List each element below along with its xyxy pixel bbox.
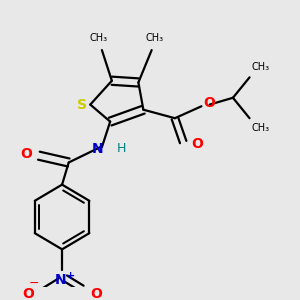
Text: −: − <box>28 277 39 290</box>
Text: O: O <box>90 286 102 300</box>
Text: O: O <box>191 137 203 151</box>
Text: S: S <box>77 98 87 112</box>
Text: N: N <box>92 142 103 156</box>
Text: CH₃: CH₃ <box>251 123 269 133</box>
Text: CH₃: CH₃ <box>89 33 108 43</box>
Text: O: O <box>22 286 34 300</box>
Text: +: + <box>66 272 75 281</box>
Text: H: H <box>117 142 126 155</box>
Text: O: O <box>20 147 32 161</box>
Text: CH₃: CH₃ <box>251 62 269 72</box>
Text: N: N <box>55 273 66 287</box>
Text: O: O <box>203 96 215 110</box>
Text: CH₃: CH₃ <box>146 33 164 43</box>
